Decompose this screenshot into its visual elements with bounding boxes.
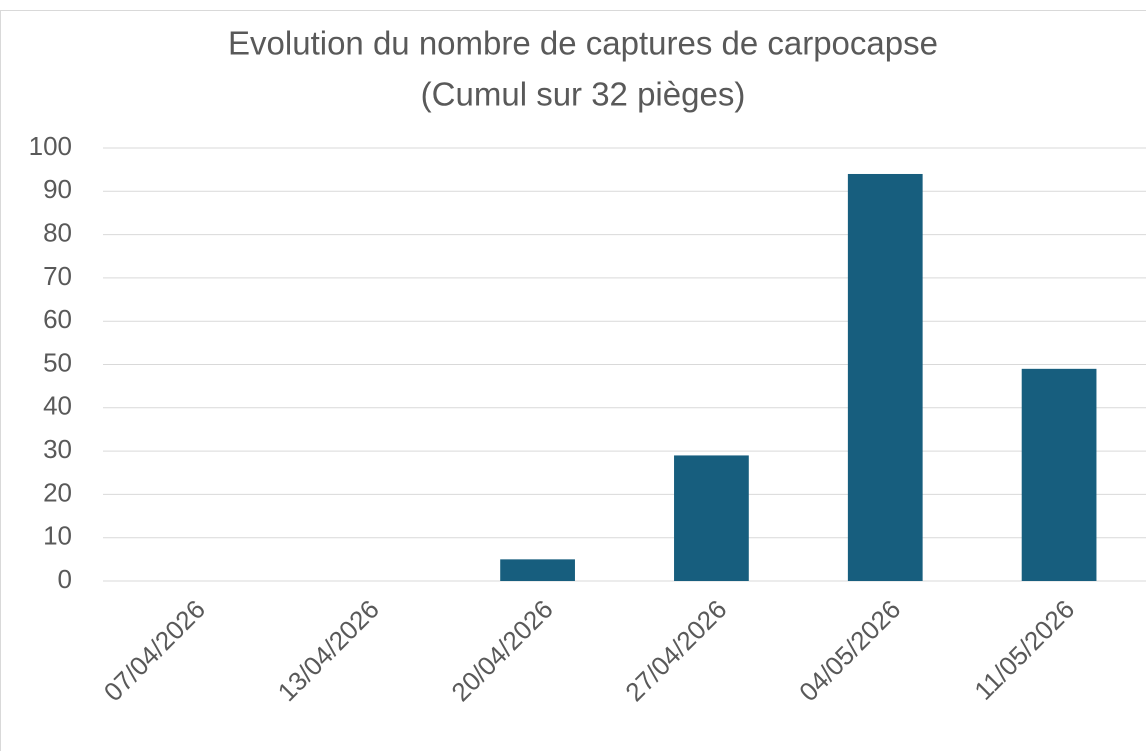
bar [674, 455, 749, 581]
y-tick-label: 70 [43, 261, 72, 291]
y-tick-label: 20 [43, 477, 72, 507]
y-tick-label: 50 [43, 347, 72, 377]
y-tick-label: 0 [58, 564, 72, 594]
chart-title: Evolution du nombre de captures de carpo… [228, 25, 938, 62]
bar [500, 559, 575, 581]
x-tick-label: 04/05/2026 [793, 594, 906, 707]
x-tick-label: 27/04/2026 [619, 594, 732, 707]
bar [1021, 368, 1097, 581]
x-tick-label: 20/04/2026 [445, 594, 558, 707]
y-tick-label: 60 [43, 304, 72, 334]
bar [847, 173, 923, 582]
y-tick-label: 80 [43, 217, 72, 247]
chart-title: (Cumul sur 32 pièges) [421, 76, 746, 113]
y-tick-label: 90 [43, 174, 72, 204]
chart-border [0, 10, 1146, 751]
y-tick-label: 30 [43, 434, 72, 464]
x-tick-label: 11/05/2026 [968, 594, 1080, 706]
x-tick-label: 13/04/2026 [272, 594, 385, 707]
y-tick-label: 10 [43, 521, 72, 551]
y-tick-label: 100 [29, 131, 72, 161]
y-tick-label: 40 [43, 391, 72, 421]
x-tick-label: 07/04/2026 [98, 594, 211, 707]
